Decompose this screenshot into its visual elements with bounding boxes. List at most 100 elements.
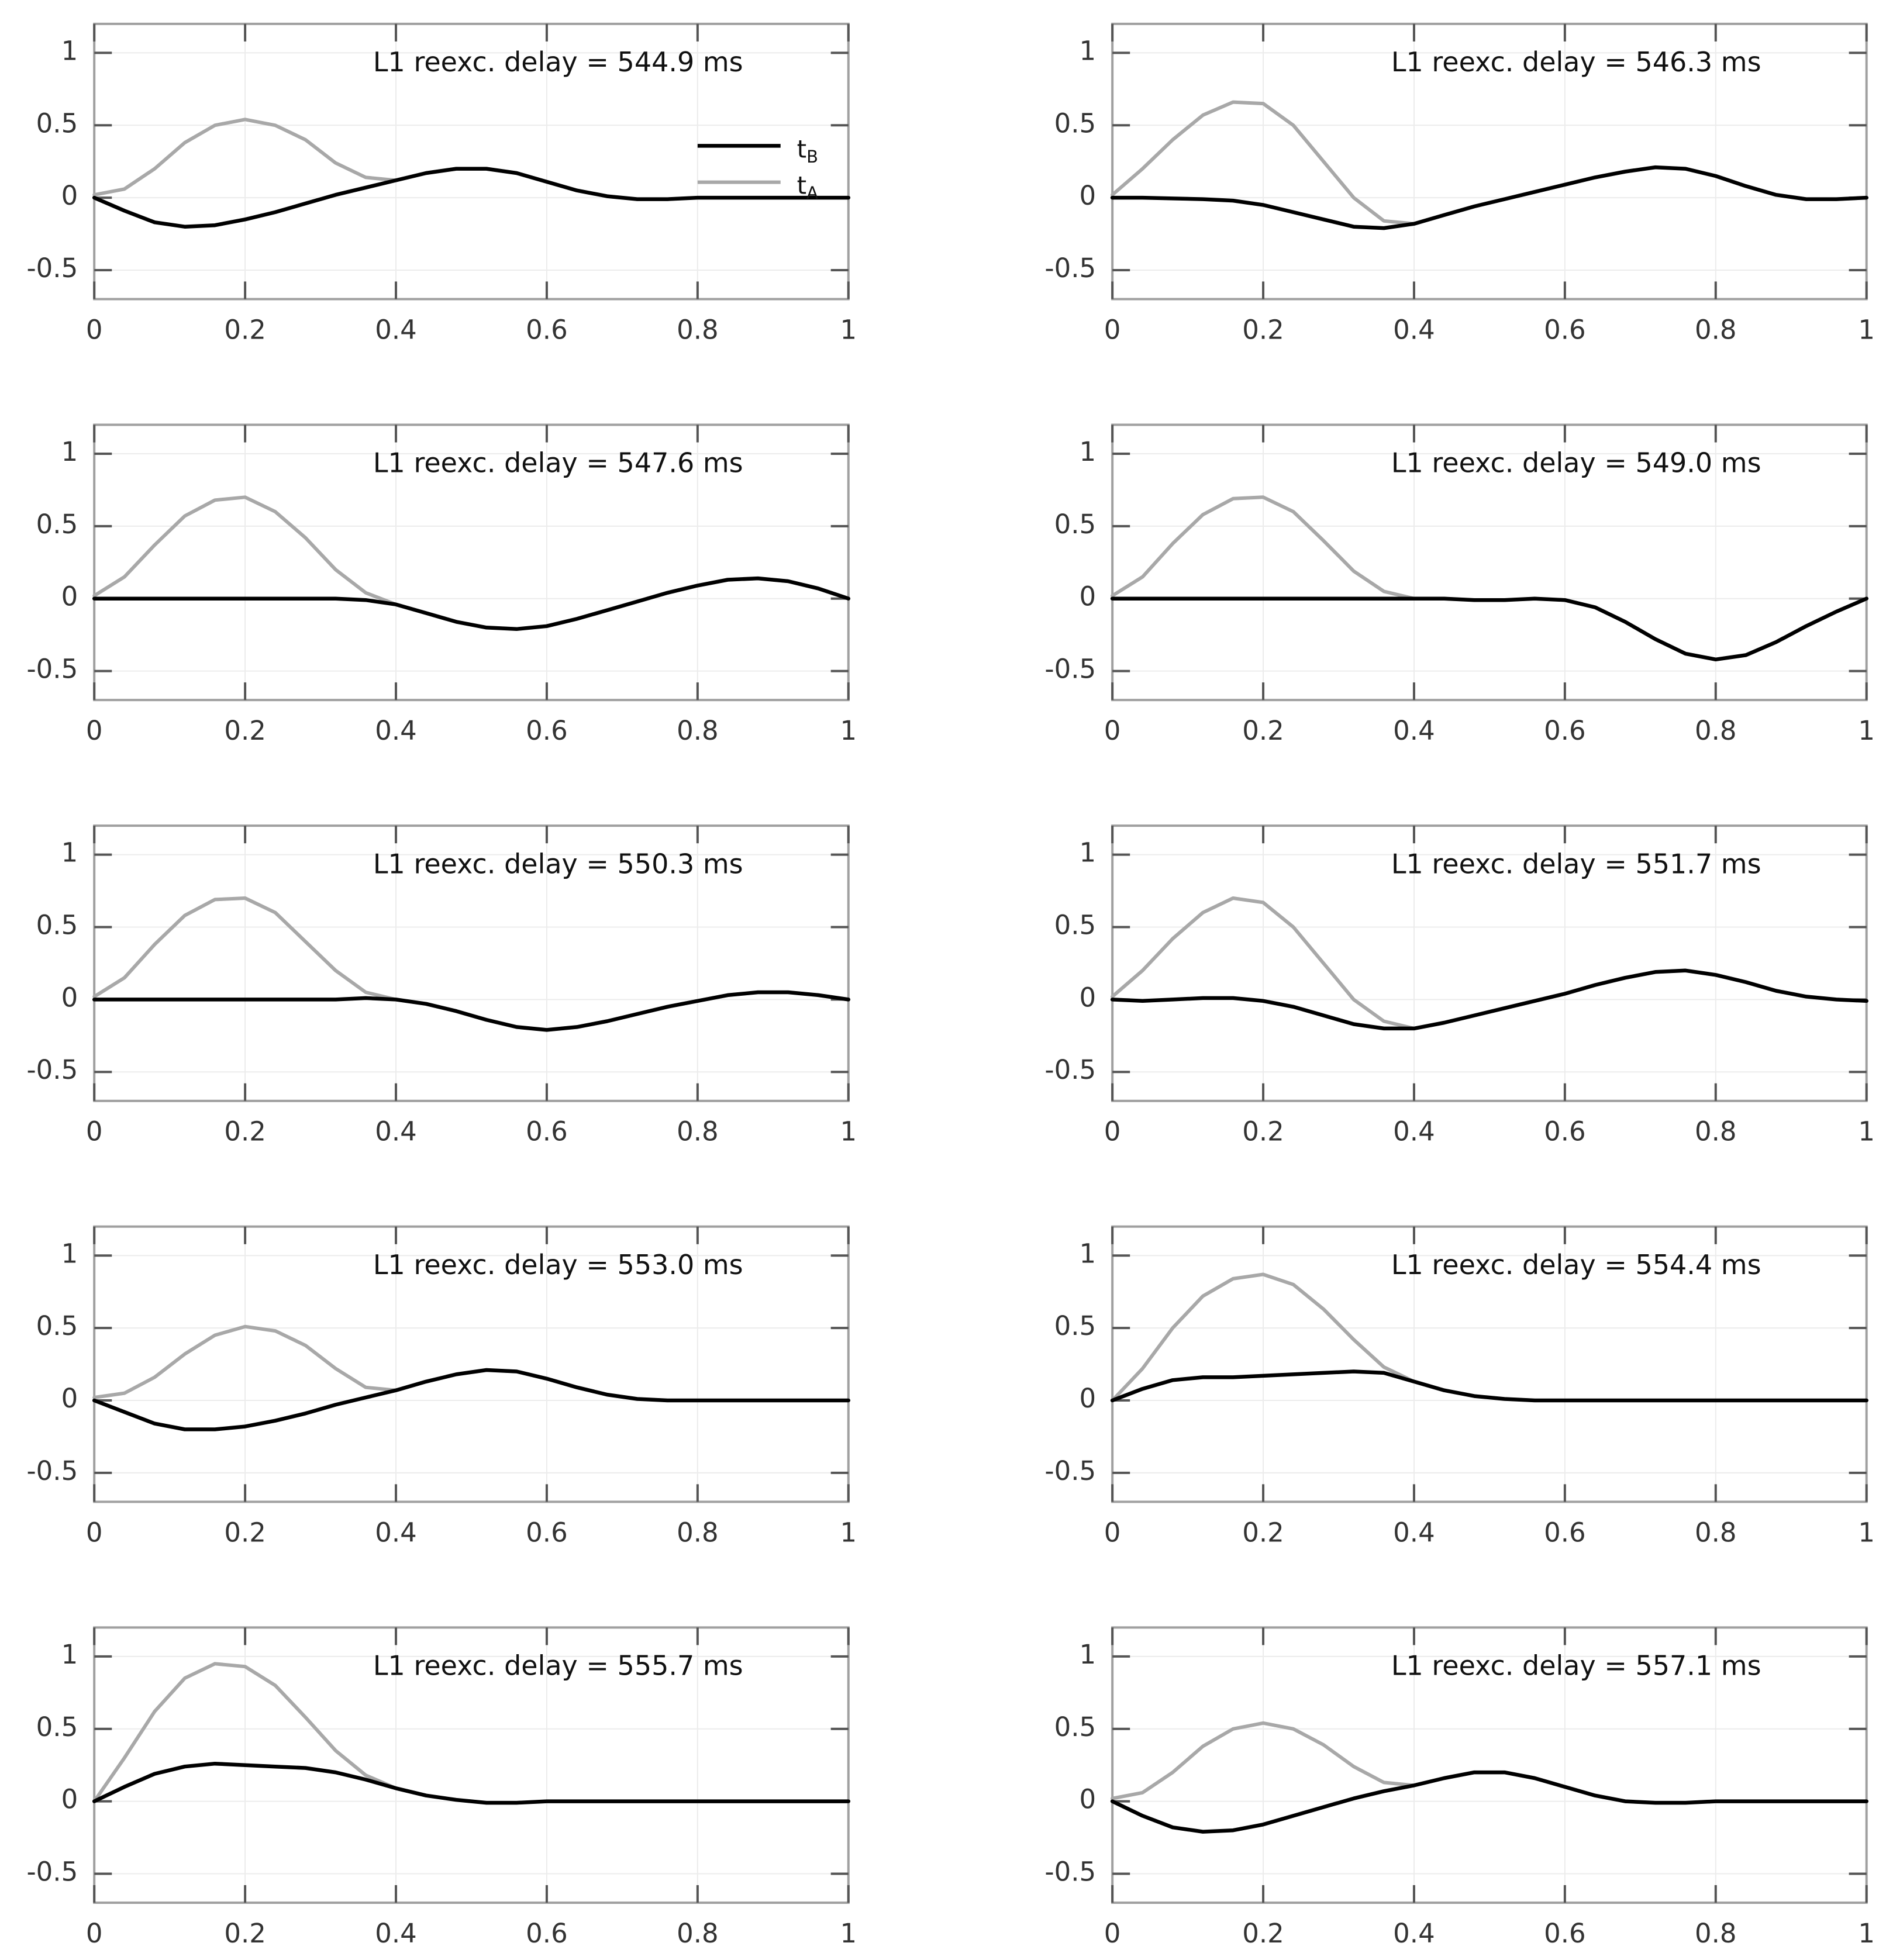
y-tick-label: -0.5	[26, 654, 78, 685]
panel-6: 0 0.2 0.4 0.6 0.8 1 1 0.5 0 -0.5 L1 reexc. delay =…	[1044, 824, 1875, 1147]
panel-1: 0 0.2 0.4 0.6 0.8 1 1 0.5 0 -0.5 L1 reexc. delay =…	[26, 22, 857, 345]
series-line-tA	[92, 1662, 850, 1805]
y-tick-label: 1	[61, 436, 78, 467]
y-tick-label: 0	[61, 581, 78, 612]
y-tick-label: 0.5	[1054, 108, 1097, 139]
x-tick-label: 0.6	[526, 1918, 568, 1949]
x-tick-label: 0.6	[526, 715, 568, 746]
series-line-tA	[1111, 100, 1868, 226]
y-tick-label: 0	[1080, 1383, 1097, 1414]
x-tick-label: 0.4	[1393, 1918, 1435, 1949]
x-tick-label: 0.2	[224, 715, 266, 746]
y-tick-label: -0.5	[1044, 1054, 1096, 1085]
x-tick-label: 0.2	[224, 1517, 266, 1548]
panel-3: 0 0.2 0.4 0.6 0.8 1 1 0.5 0 -0.5 L1 reexc. delay =…	[26, 423, 857, 746]
series-line-tB	[92, 576, 851, 632]
y-tick-label: -0.5	[26, 253, 78, 284]
x-tick-label: 1	[840, 715, 857, 746]
y-tick-label: 1	[61, 837, 78, 868]
y-tick-label: 0	[1080, 1784, 1097, 1815]
x-tick-label: 0.2	[224, 314, 266, 345]
y-tick-label: -0.5	[1044, 253, 1096, 284]
x-tick-label: 0.2	[224, 1116, 266, 1147]
y-tick-label: -0.5	[1044, 1455, 1096, 1486]
x-tick-label: 0.2	[1242, 314, 1284, 345]
y-tick-label: 0	[61, 1784, 78, 1815]
x-tick-label: 0.6	[526, 314, 568, 345]
y-tick-label: -0.5	[1044, 654, 1096, 685]
plot-frame	[93, 824, 850, 1102]
x-tick-label: 0.2	[1242, 1918, 1284, 1949]
y-tick-label: 0.5	[1054, 1310, 1097, 1341]
x-tick-label: 1	[1858, 314, 1875, 345]
x-tick-label: 0	[86, 1116, 103, 1147]
x-tick-label: 0.4	[375, 1517, 417, 1548]
x-tick-label: 0.6	[526, 1517, 568, 1548]
panel-10: 0 0.2 0.4 0.6 0.8 1 1 0.5 0 -0.5 L1 reexc. delay =…	[1044, 1626, 1875, 1949]
panel-9: 0 0.2 0.4 0.6 0.8 1 1 0.5 0 -0.5 L1 reexc. delay =…	[26, 1626, 857, 1949]
x-tick-label: 0.8	[1695, 715, 1737, 746]
y-tick-label: 0.5	[1054, 910, 1097, 941]
y-tick-label: 0.5	[1054, 1711, 1097, 1742]
x-tick-label: 0	[86, 715, 103, 746]
series-line-tB	[1110, 596, 1868, 662]
x-tick-label: 0.6	[1544, 715, 1586, 746]
panel-title: L1 reexc. delay = 557.1 ms	[1391, 1650, 1761, 1682]
y-tick-label: -0.5	[1044, 1856, 1096, 1887]
y-tick-label: 0.5	[36, 509, 78, 540]
y-tick-label: 0	[1080, 982, 1097, 1013]
panel-title: L1 reexc. delay = 549.0 ms	[1391, 447, 1761, 479]
series-line-tA	[1111, 1721, 1868, 1805]
x-tick-label: 0	[1104, 1116, 1121, 1147]
x-tick-label: 0.8	[677, 314, 719, 345]
panel-7: 0 0.2 0.4 0.6 0.8 1 1 0.5 0 -0.5 L1 reexc. delay =…	[26, 1225, 857, 1548]
legend-subscript: A	[806, 183, 818, 203]
y-tick-label: 0	[61, 1383, 78, 1414]
panel-8: 0 0.2 0.4 0.6 0.8 1 1 0.5 0 -0.5 L1 reexc. delay =…	[1044, 1225, 1875, 1548]
x-tick-label: 0	[1104, 1918, 1121, 1949]
plot-frame	[93, 22, 850, 301]
series-line-tB	[1110, 1770, 1868, 1834]
x-tick-label: 0.8	[1695, 314, 1737, 345]
x-tick-label: 0	[1104, 1517, 1121, 1548]
x-tick-label: 0.4	[1393, 1116, 1435, 1147]
x-tick-label: 0.4	[375, 314, 417, 345]
plot-frame	[1111, 1225, 1868, 1503]
panel-5: 0 0.2 0.4 0.6 0.8 1 1 0.5 0 -0.5 L1 reexc. delay =…	[26, 824, 857, 1147]
y-tick-label: 0	[61, 180, 78, 211]
x-tick-label: 1	[840, 1517, 857, 1548]
x-tick-label: 0.2	[1242, 1517, 1284, 1548]
legend: tB tA	[697, 134, 818, 203]
x-tick-label: 1	[1858, 1116, 1875, 1147]
x-tick-label: 0	[86, 314, 103, 345]
x-tick-label: 0.4	[1393, 314, 1435, 345]
y-tick-label: 0.5	[36, 1711, 78, 1742]
y-tick-label: 1	[61, 35, 78, 66]
panel-title: L1 reexc. delay = 544.9 ms	[373, 46, 743, 78]
x-tick-label: 0.2	[1242, 1116, 1284, 1147]
series-line-tA	[92, 1324, 850, 1402]
panel-title: L1 reexc. delay = 554.4 ms	[1391, 1249, 1761, 1281]
y-tick-label: 1	[61, 1639, 78, 1670]
series-line-tA	[1111, 495, 1868, 661]
series-line-tB	[1110, 968, 1868, 1031]
x-tick-label: 1	[1858, 1918, 1875, 1949]
series-line-tB	[1110, 165, 1868, 230]
y-tick-label: 1	[61, 1238, 78, 1269]
y-tick-label: -0.5	[26, 1054, 78, 1085]
x-tick-label: 0.4	[375, 1116, 417, 1147]
y-tick-label: 0.5	[36, 1310, 78, 1341]
x-tick-label: 0.6	[1544, 1918, 1586, 1949]
x-tick-label: 0	[1104, 314, 1121, 345]
plot-frame	[1111, 1626, 1868, 1904]
panel-4: 0 0.2 0.4 0.6 0.8 1 1 0.5 0 -0.5 L1 reexc. delay =…	[1044, 423, 1875, 746]
series-line-tB	[92, 1368, 851, 1431]
series-line-tB	[92, 167, 851, 229]
x-tick-label: 0.6	[1544, 314, 1586, 345]
x-tick-label: 0	[1104, 715, 1121, 746]
x-tick-label: 1	[840, 314, 857, 345]
x-tick-label: 0.4	[1393, 715, 1435, 746]
y-tick-label: 0.5	[36, 108, 78, 139]
x-tick-label: 0.4	[1393, 1517, 1435, 1548]
